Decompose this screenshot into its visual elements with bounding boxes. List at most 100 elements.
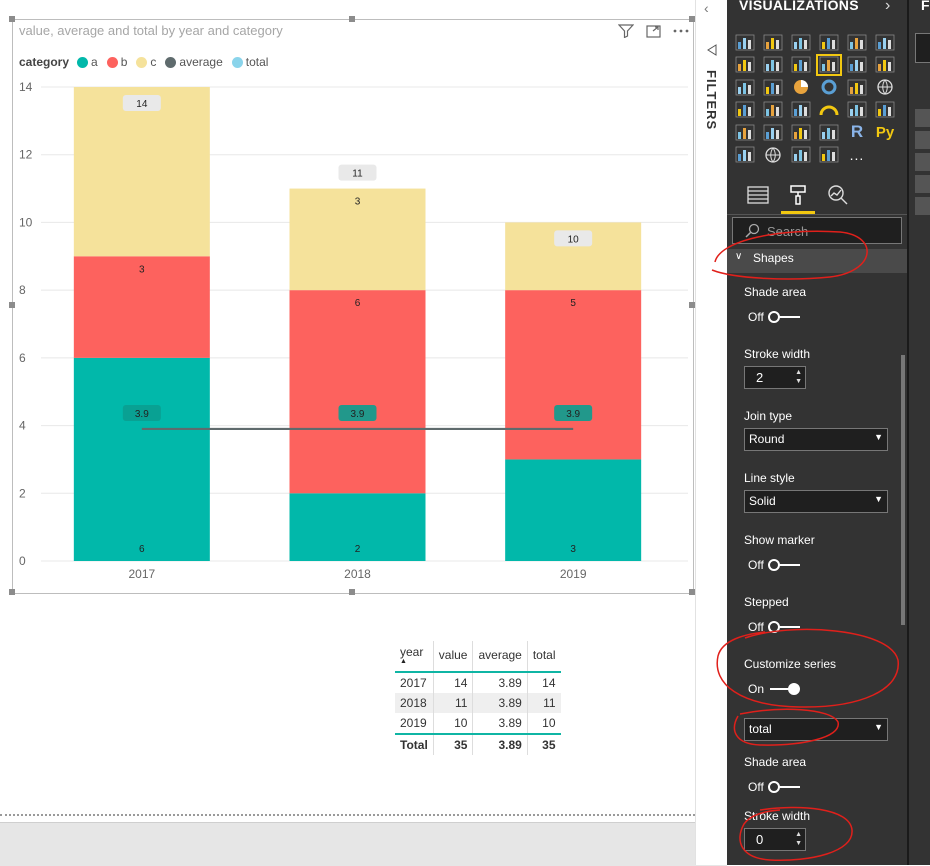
area-chart-icon[interactable]	[761, 55, 785, 75]
stacked-column-icon[interactable]	[761, 32, 785, 52]
column-header-total[interactable]: total	[526, 641, 561, 673]
table-cell: 35	[432, 733, 473, 755]
field-item[interactable]	[915, 197, 930, 215]
waterfall-icon[interactable]	[733, 77, 757, 97]
show-marker-toggle[interactable]: Off	[748, 558, 800, 572]
legend-dot	[77, 56, 89, 68]
tab-fields[interactable]	[745, 184, 771, 206]
x-tick-label: 2019	[560, 567, 587, 581]
pie-icon[interactable]	[789, 77, 813, 97]
100-column-icon[interactable]	[873, 32, 897, 52]
custom-visual-icon[interactable]	[789, 145, 813, 165]
donut-icon[interactable]	[817, 77, 841, 97]
filled-map-icon[interactable]	[733, 100, 757, 120]
stepper-arrows-icon[interactable]: ▲ ▼	[795, 369, 802, 385]
field-item[interactable]	[915, 153, 930, 171]
x-tick-label: 2017	[128, 567, 155, 581]
person-icon[interactable]	[817, 145, 841, 165]
r-visual-icon[interactable]: R	[850, 122, 864, 141]
resize-handle[interactable]	[349, 16, 355, 22]
column-header-average[interactable]: average	[472, 641, 528, 673]
resize-handle[interactable]	[689, 302, 695, 308]
column-header-value[interactable]: value	[432, 641, 473, 673]
shape-map-icon[interactable]	[761, 100, 785, 120]
customize-series-toggle[interactable]: On	[748, 682, 801, 696]
fields-search-input[interactable]	[915, 33, 930, 63]
field-item[interactable]	[915, 131, 930, 149]
more-visuals-icon[interactable]: ...	[849, 146, 865, 163]
table-cell: 10	[432, 713, 473, 734]
field-item[interactable]	[915, 175, 930, 193]
legend-dot	[106, 56, 118, 68]
fields-pane: F	[907, 0, 930, 865]
resize-handle[interactable]	[9, 589, 15, 595]
treemap-icon[interactable]	[845, 77, 869, 97]
resize-handle[interactable]	[349, 589, 355, 595]
shade-area-toggle-2[interactable]: Off	[748, 780, 800, 794]
ribbon-chart-icon[interactable]	[873, 55, 897, 75]
chevron-right-icon[interactable]: ›	[885, 0, 891, 14]
line-chart-icon[interactable]	[733, 55, 757, 75]
average-label-bg	[122, 404, 161, 421]
stacked-bar-icon[interactable]	[733, 32, 757, 52]
line-clustered-column-icon[interactable]	[845, 55, 869, 75]
legend-item-a[interactable]: a	[77, 55, 98, 69]
format-search-input[interactable]: Search	[732, 217, 902, 244]
series-select[interactable]: total ▼	[744, 718, 888, 741]
resize-handle[interactable]	[9, 302, 15, 308]
funnel-icon[interactable]	[789, 100, 813, 120]
table-cell: 2018	[395, 693, 434, 713]
legend-item-average[interactable]: average	[165, 55, 223, 69]
stroke-width-stepper[interactable]: 2 ▲ ▼	[744, 366, 806, 389]
tab-analytics[interactable]	[825, 184, 851, 206]
search-icon	[745, 223, 760, 238]
filter-icon[interactable]	[618, 24, 634, 38]
clustered-bar-icon[interactable]	[789, 32, 813, 52]
stacked-area-icon[interactable]	[789, 55, 813, 75]
python-visual-icon[interactable]: Py	[875, 123, 895, 141]
kpi-icon[interactable]	[733, 122, 757, 142]
focus-mode-icon[interactable]	[646, 24, 661, 38]
scatter-icon[interactable]	[761, 77, 785, 97]
card-icon[interactable]	[845, 100, 869, 120]
gauge-icon[interactable]	[817, 100, 841, 120]
resize-handle[interactable]	[689, 589, 695, 595]
more-options-icon[interactable]	[673, 29, 689, 33]
multi-row-card-icon[interactable]	[873, 100, 897, 120]
100-bar-icon[interactable]	[845, 32, 869, 52]
key-influencers-icon[interactable]	[733, 145, 757, 165]
filters-pane-collapsed[interactable]: ‹ FILTERS	[695, 0, 728, 865]
line-style-select[interactable]: Solid ▼	[744, 490, 888, 513]
resize-handle[interactable]	[689, 16, 695, 22]
bar-segment	[289, 493, 426, 561]
column-header-year[interactable]: year ▲	[395, 641, 434, 673]
matrix-icon[interactable]	[817, 122, 841, 142]
legend-item-b[interactable]: b	[106, 55, 127, 69]
bar-segment	[289, 290, 426, 494]
legend-item-c[interactable]: c	[136, 55, 156, 69]
resize-handle[interactable]	[9, 16, 15, 22]
table-icon[interactable]	[789, 122, 813, 142]
slicer-icon[interactable]	[761, 122, 785, 142]
combo-chart-visual[interactable]: value, average and total by year and cat…	[12, 19, 694, 594]
globe-icon[interactable]	[761, 145, 785, 165]
stepper-arrows-icon[interactable]: ▲ ▼	[795, 831, 802, 847]
field-item[interactable]	[915, 109, 930, 127]
line-column-icon[interactable]	[816, 53, 842, 76]
stepped-toggle[interactable]: Off	[748, 620, 800, 634]
pane-scrollbar[interactable]	[901, 355, 905, 625]
legend-item-total[interactable]: total	[231, 55, 268, 69]
data-table-visual[interactable]: year ▲ value average total 2017 14 3.89 1…	[395, 641, 561, 755]
stepped-label: Stepped	[744, 595, 789, 609]
stroke-width-stepper-2[interactable]: 0 ▲ ▼	[744, 828, 806, 851]
tab-format[interactable]	[781, 184, 815, 214]
join-type-select[interactable]: Round ▼	[744, 428, 888, 451]
sort-ascending-icon: ▲	[400, 658, 407, 665]
y-tick-label: 2	[19, 486, 26, 500]
line-style-label: Line style	[744, 471, 795, 485]
shade-area-toggle[interactable]: Off	[748, 310, 800, 324]
section-shapes[interactable]: ∨ Shapes	[727, 249, 907, 273]
map-icon[interactable]	[873, 77, 897, 97]
chevron-left-icon[interactable]: ‹	[704, 0, 709, 16]
clustered-column-icon[interactable]	[817, 32, 841, 52]
